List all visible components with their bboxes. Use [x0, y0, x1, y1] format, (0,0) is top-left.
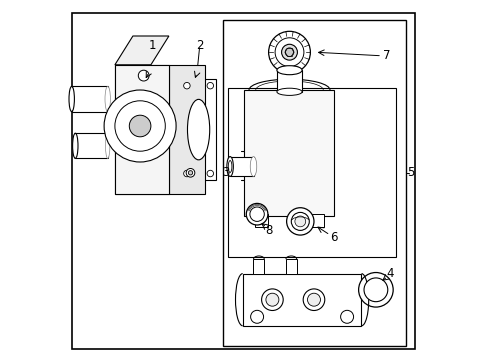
Ellipse shape	[72, 133, 78, 158]
Ellipse shape	[69, 86, 74, 112]
Circle shape	[183, 170, 190, 177]
Circle shape	[250, 310, 263, 323]
Bar	[75, 133, 107, 158]
Bar	[181, 79, 215, 180]
Circle shape	[206, 170, 213, 177]
Circle shape	[363, 278, 387, 302]
Circle shape	[303, 289, 324, 310]
Polygon shape	[168, 65, 204, 194]
Circle shape	[188, 171, 192, 175]
Circle shape	[358, 273, 392, 307]
Circle shape	[285, 48, 293, 57]
Ellipse shape	[226, 157, 233, 176]
Ellipse shape	[187, 99, 209, 160]
Ellipse shape	[228, 161, 231, 172]
Text: 6: 6	[329, 231, 337, 244]
Circle shape	[281, 44, 297, 60]
Circle shape	[249, 207, 264, 221]
Circle shape	[340, 310, 353, 323]
Ellipse shape	[276, 66, 302, 75]
Polygon shape	[115, 65, 168, 194]
Circle shape	[206, 82, 213, 89]
Circle shape	[115, 101, 165, 151]
Polygon shape	[115, 36, 168, 65]
Text: 4: 4	[386, 267, 393, 280]
Circle shape	[104, 90, 176, 162]
Circle shape	[291, 212, 309, 230]
Bar	[285, 259, 296, 274]
Circle shape	[307, 293, 320, 306]
Circle shape	[294, 216, 305, 227]
Bar	[72, 86, 107, 112]
Bar	[255, 214, 267, 227]
Ellipse shape	[276, 88, 302, 95]
Bar	[242, 274, 361, 326]
Circle shape	[265, 293, 278, 306]
Circle shape	[246, 203, 267, 225]
Circle shape	[286, 208, 313, 235]
Circle shape	[268, 31, 310, 73]
Circle shape	[183, 82, 190, 89]
Bar	[230, 157, 253, 176]
Circle shape	[186, 168, 194, 177]
Text: 3: 3	[221, 166, 229, 179]
Bar	[253, 259, 264, 274]
Bar	[223, 20, 406, 346]
Circle shape	[275, 38, 303, 67]
Ellipse shape	[250, 157, 256, 176]
Bar	[228, 88, 395, 257]
Circle shape	[129, 115, 151, 137]
Bar	[310, 214, 323, 227]
Ellipse shape	[105, 86, 110, 112]
Circle shape	[138, 70, 149, 81]
Text: 1: 1	[149, 39, 156, 51]
Bar	[244, 90, 334, 216]
Circle shape	[261, 289, 283, 310]
Text: 5: 5	[407, 166, 414, 179]
Bar	[115, 65, 168, 194]
Text: 2: 2	[195, 39, 203, 51]
Text: 7: 7	[382, 49, 389, 62]
Ellipse shape	[105, 133, 110, 158]
Text: 8: 8	[264, 224, 272, 237]
Bar	[276, 70, 302, 92]
